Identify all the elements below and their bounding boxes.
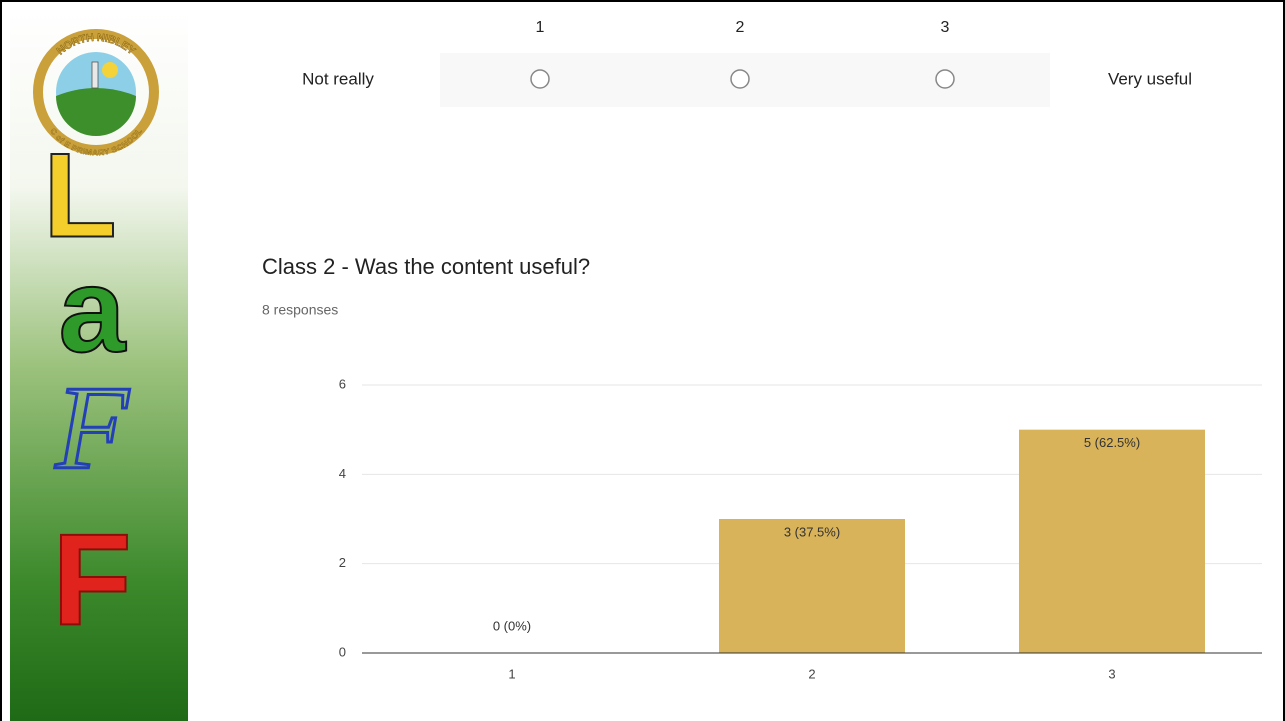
scale-question: 1 2 3	[530, 19, 955, 89]
chart: 0 2 4 6 1 0 (0%) 2 3 (37.5%) 3 5 (62.5%)	[339, 376, 1262, 681]
data-label: 5 (62.5%)	[1084, 435, 1140, 450]
sidebar-letter: F	[52, 506, 131, 652]
x-tick-label: 1	[508, 666, 515, 681]
radio-button[interactable]	[935, 69, 955, 89]
logo-sun	[102, 62, 118, 78]
data-label: 3 (37.5%)	[784, 524, 840, 539]
bar	[1019, 429, 1205, 653]
x-tick-label: 2	[808, 666, 815, 681]
data-label: 0 (0%)	[493, 618, 531, 633]
y-tick-label: 0	[339, 644, 346, 659]
y-tick-label: 6	[339, 376, 346, 391]
bar	[719, 519, 905, 653]
scale-number: 3	[941, 19, 950, 36]
response-count: 8 responses	[262, 302, 338, 318]
radio-button[interactable]	[730, 69, 750, 89]
x-tick-label: 3	[1108, 666, 1115, 681]
sidebar-letter: a	[59, 244, 127, 378]
sidebar-letter: F	[54, 361, 130, 494]
y-tick-label: 4	[339, 466, 346, 481]
y-tick-label: 2	[339, 555, 346, 570]
radio-button[interactable]	[530, 69, 550, 89]
chart-title: Class 2 - Was the content useful?	[262, 254, 590, 279]
scale-high-label: Very useful	[1108, 69, 1192, 88]
sidebar-letter: L	[43, 129, 116, 263]
scale-low-label: Not really	[302, 69, 374, 88]
logo-tower	[91, 61, 99, 89]
scale-number: 1	[536, 19, 545, 36]
scale-number: 2	[736, 19, 745, 36]
logo-ring	[33, 29, 159, 155]
logo-hill	[56, 88, 136, 136]
